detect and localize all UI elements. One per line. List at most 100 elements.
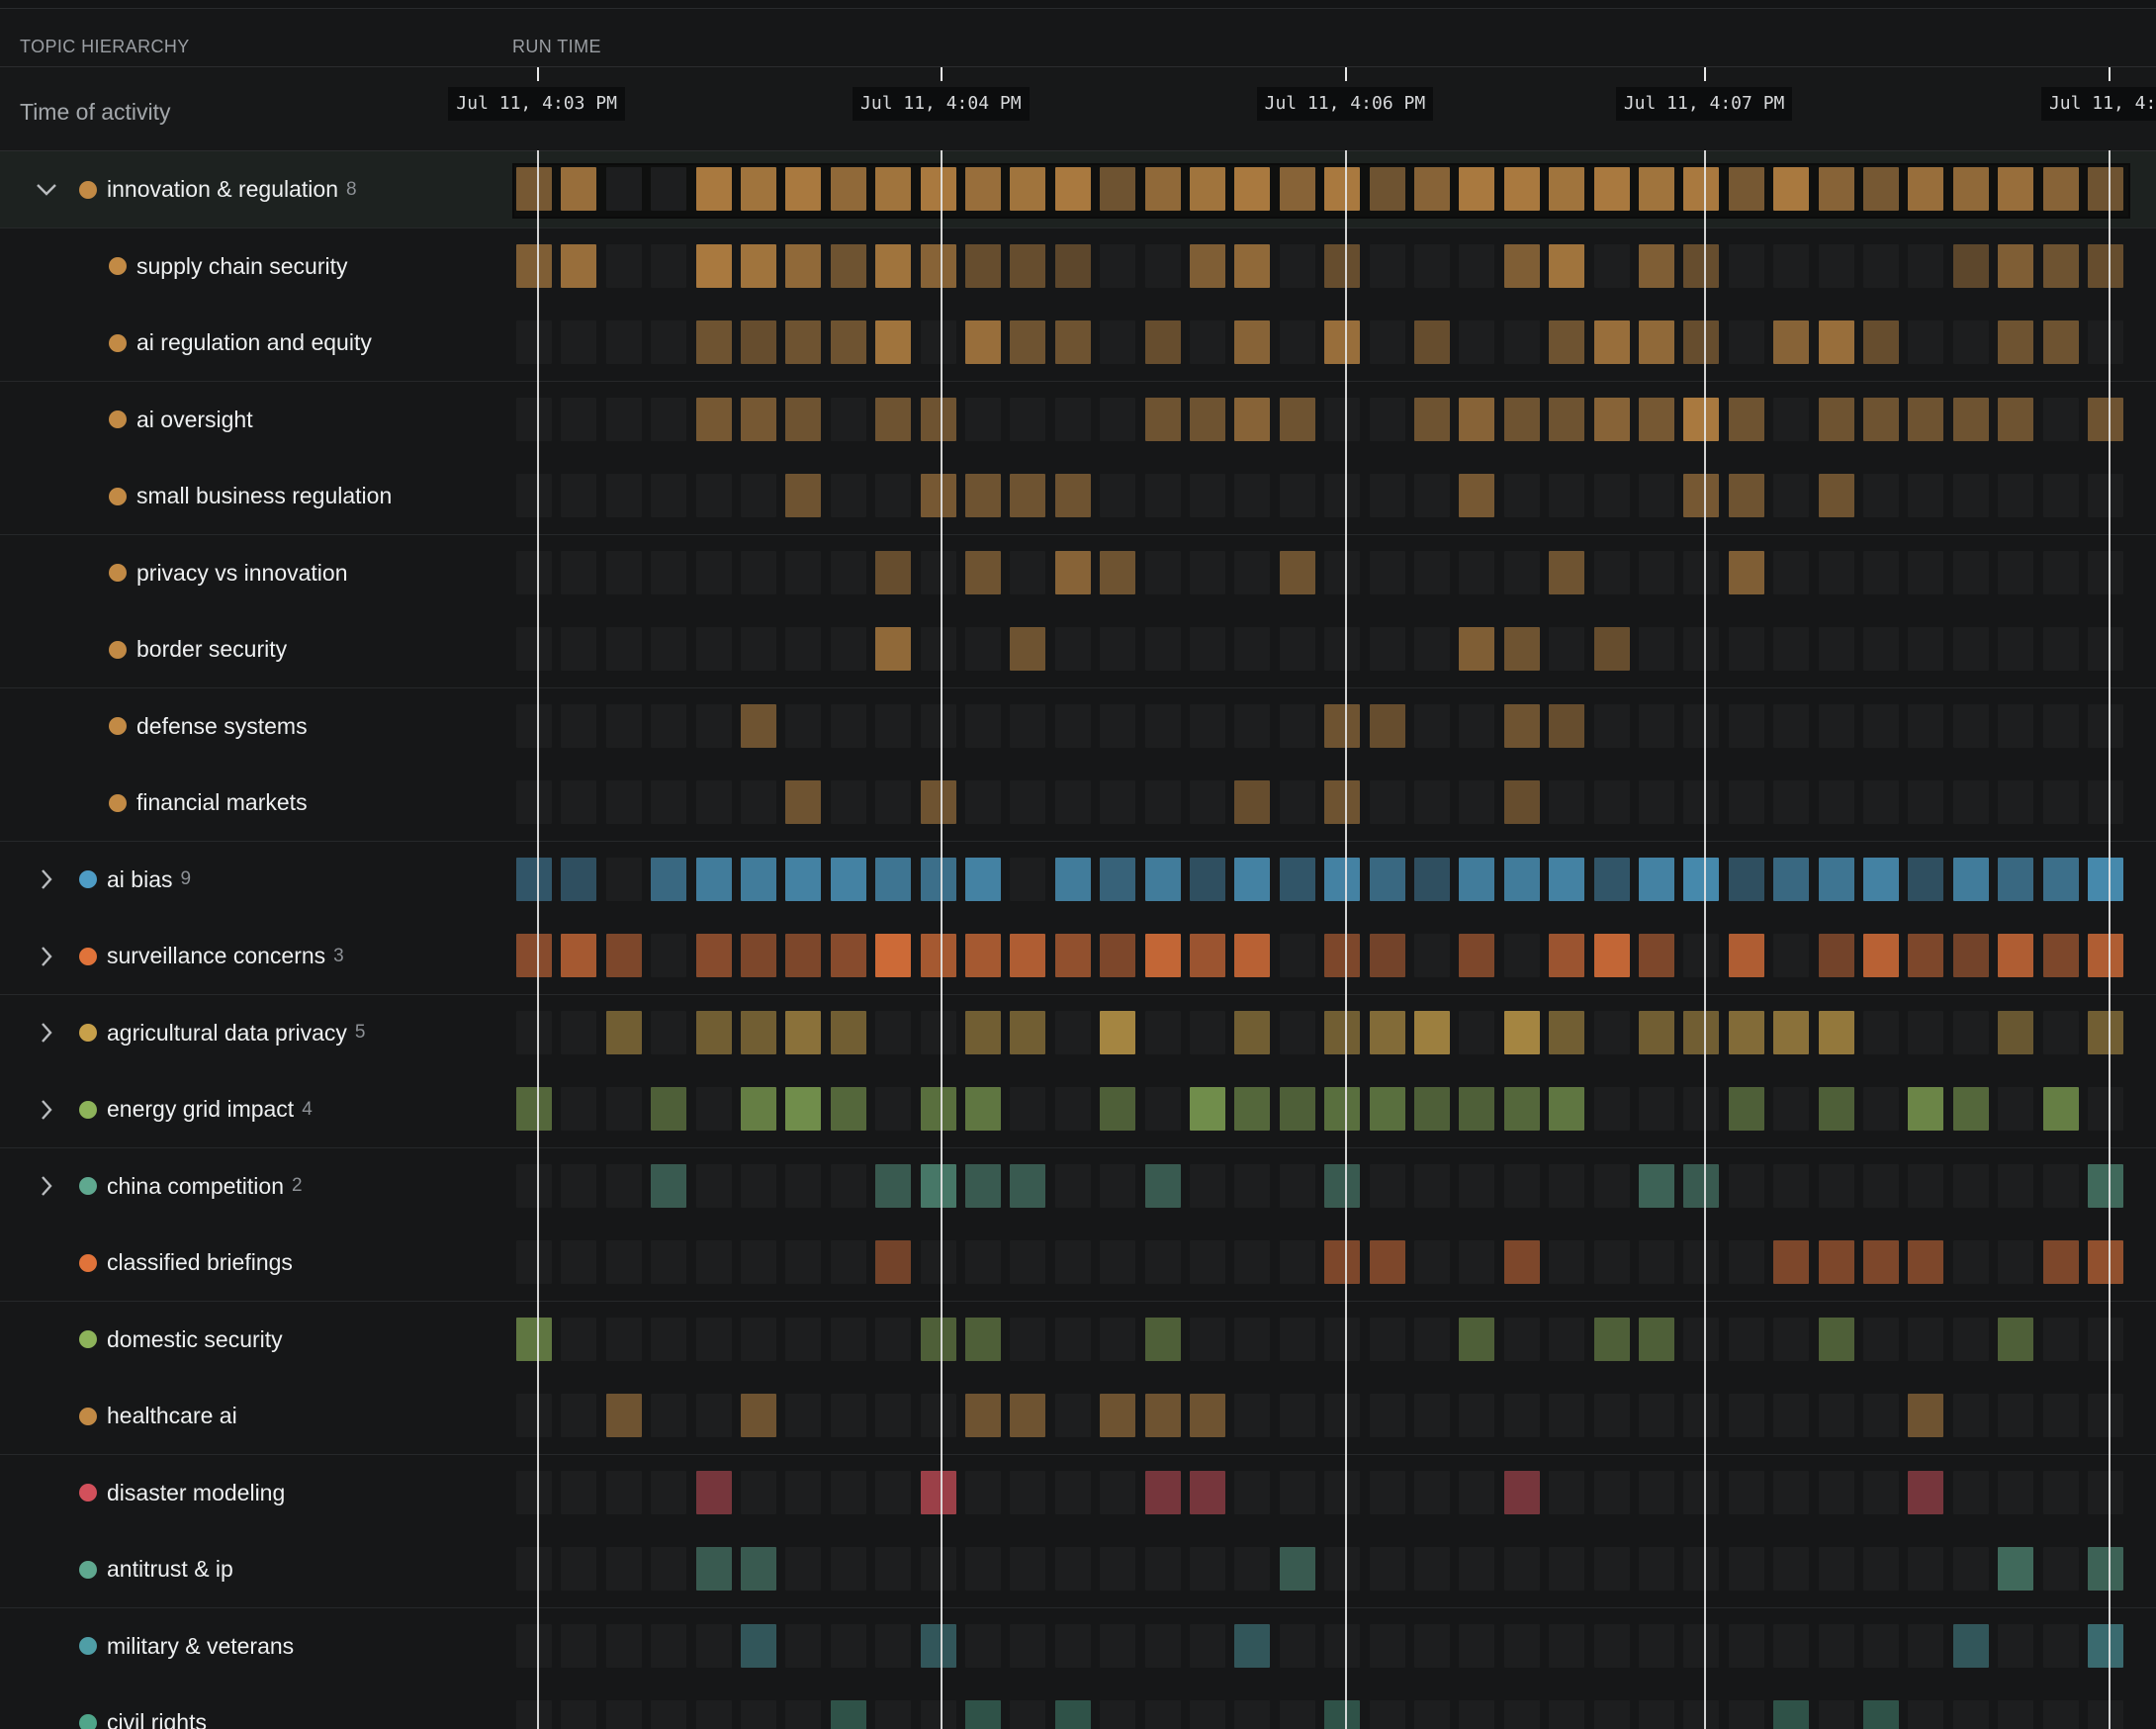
activity-cell[interactable]	[1369, 1010, 1405, 1054]
topic-row[interactable]: supply chain security	[0, 228, 2156, 306]
activity-cell[interactable]	[920, 1317, 956, 1361]
activity-cell[interactable]	[741, 1087, 776, 1131]
activity-cell[interactable]	[965, 167, 1001, 211]
activity-cell[interactable]	[1459, 474, 1495, 517]
activity-cell[interactable]	[2088, 397, 2123, 441]
activity-cell[interactable]	[1414, 1010, 1450, 1054]
activity-cell[interactable]	[1369, 934, 1405, 977]
activity-cell[interactable]	[875, 857, 912, 901]
activity-cell[interactable]	[830, 167, 866, 211]
topic-row[interactable]: domestic security	[0, 1301, 2156, 1379]
activity-cell[interactable]	[1593, 627, 1630, 671]
activity-cell[interactable]	[1190, 167, 1225, 211]
activity-cell[interactable]	[785, 1087, 822, 1131]
chevron-right-icon[interactable]	[34, 918, 59, 994]
activity-cell[interactable]	[785, 474, 822, 517]
activity-cell[interactable]	[1369, 1087, 1405, 1131]
activity-cell[interactable]	[1414, 1087, 1450, 1131]
activity-cell[interactable]	[830, 1010, 866, 1054]
activity-cell[interactable]	[965, 243, 1001, 288]
topic-row[interactable]: military & veterans	[0, 1607, 2156, 1685]
topic-row[interactable]: antitrust & ip	[0, 1531, 2156, 1608]
activity-cell[interactable]	[1234, 1623, 1271, 1668]
activity-cell[interactable]	[1144, 320, 1181, 364]
topic-label[interactable]: ai oversight	[109, 382, 253, 458]
activity-cell[interactable]	[1549, 167, 1585, 211]
topic-label[interactable]: domestic security	[79, 1302, 283, 1378]
activity-cell[interactable]	[1190, 1470, 1225, 1514]
activity-cell[interactable]	[830, 1087, 866, 1131]
activity-cell[interactable]	[1728, 934, 1764, 977]
activity-cell[interactable]	[1234, 320, 1271, 364]
activity-cell[interactable]	[1324, 167, 1361, 211]
activity-cell[interactable]	[1639, 857, 1674, 901]
activity-cell[interactable]	[1503, 397, 1540, 441]
topic-label[interactable]: ai regulation and equity	[109, 305, 372, 381]
activity-cell[interactable]	[2088, 1163, 2123, 1208]
activity-cell[interactable]	[1054, 550, 1091, 594]
chevron-right-icon[interactable]	[34, 1148, 59, 1225]
activity-cell[interactable]	[785, 320, 822, 364]
activity-cell[interactable]	[965, 1010, 1001, 1054]
activity-cell[interactable]	[1144, 934, 1181, 977]
activity-cell[interactable]	[1818, 857, 1854, 901]
activity-cell[interactable]	[1459, 1317, 1495, 1361]
activity-cell[interactable]	[1190, 934, 1225, 977]
activity-cell[interactable]	[1998, 167, 2034, 211]
activity-cell[interactable]	[1998, 320, 2034, 364]
activity-cell[interactable]	[2088, 857, 2123, 901]
activity-cell[interactable]	[1863, 1700, 1899, 1729]
activity-cell[interactable]	[1818, 1317, 1854, 1361]
chevron-right-icon[interactable]	[34, 995, 59, 1071]
activity-cell[interactable]	[1549, 1010, 1585, 1054]
activity-cell[interactable]	[695, 1470, 732, 1514]
activity-cell[interactable]	[965, 1394, 1001, 1437]
activity-cell[interactable]	[1369, 703, 1405, 748]
activity-cell[interactable]	[741, 703, 776, 748]
activity-cell[interactable]	[1054, 857, 1091, 901]
activity-cell[interactable]	[1908, 857, 1944, 901]
activity-cell[interactable]	[1144, 1394, 1181, 1437]
activity-cell[interactable]	[920, 780, 956, 824]
activity-cell[interactable]	[1683, 474, 1720, 517]
activity-cell[interactable]	[1818, 397, 1854, 441]
activity-cell[interactable]	[695, 857, 732, 901]
activity-cell[interactable]	[1010, 1010, 1046, 1054]
activity-cell[interactable]	[1683, 1163, 1720, 1208]
activity-cell[interactable]	[1683, 857, 1720, 901]
topic-row[interactable]: ai regulation and equity	[0, 305, 2156, 382]
activity-cell[interactable]	[1549, 397, 1585, 441]
activity-cell[interactable]	[1863, 1240, 1899, 1284]
topic-label[interactable]: border security	[109, 611, 287, 687]
activity-cell[interactable]	[1908, 1470, 1944, 1514]
activity-cell[interactable]	[1369, 1240, 1405, 1284]
activity-cell[interactable]	[830, 1700, 866, 1729]
activity-cell[interactable]	[1639, 243, 1674, 288]
topic-row[interactable]: energy grid impact 4	[0, 1071, 2156, 1148]
activity-cell[interactable]	[1728, 1087, 1764, 1131]
activity-cell[interactable]	[1952, 243, 1989, 288]
activity-cell[interactable]	[965, 857, 1001, 901]
activity-cell[interactable]	[1863, 934, 1899, 977]
activity-cell[interactable]	[2088, 1010, 2123, 1054]
activity-cell[interactable]	[1593, 320, 1630, 364]
topic-label[interactable]: energy grid impact 4	[79, 1071, 313, 1147]
activity-cell[interactable]	[1728, 1010, 1764, 1054]
activity-cell[interactable]	[965, 934, 1001, 977]
topic-label[interactable]: ai bias 9	[79, 842, 191, 918]
activity-cell[interactable]	[651, 1163, 687, 1208]
activity-cell[interactable]	[920, 167, 956, 211]
activity-cell[interactable]	[1728, 167, 1764, 211]
activity-cell[interactable]	[965, 1163, 1001, 1208]
activity-cell[interactable]	[1054, 243, 1091, 288]
topic-row[interactable]: china competition 2	[0, 1147, 2156, 1226]
activity-cell[interactable]	[1998, 243, 2034, 288]
activity-cell[interactable]	[695, 167, 732, 211]
activity-cell[interactable]	[2088, 1547, 2123, 1591]
activity-cell[interactable]	[965, 474, 1001, 517]
activity-cell[interactable]	[1549, 857, 1585, 901]
topic-row[interactable]: privacy vs innovation	[0, 534, 2156, 612]
activity-cell[interactable]	[1414, 397, 1450, 441]
activity-cell[interactable]	[920, 397, 956, 441]
activity-cell[interactable]	[1683, 243, 1720, 288]
